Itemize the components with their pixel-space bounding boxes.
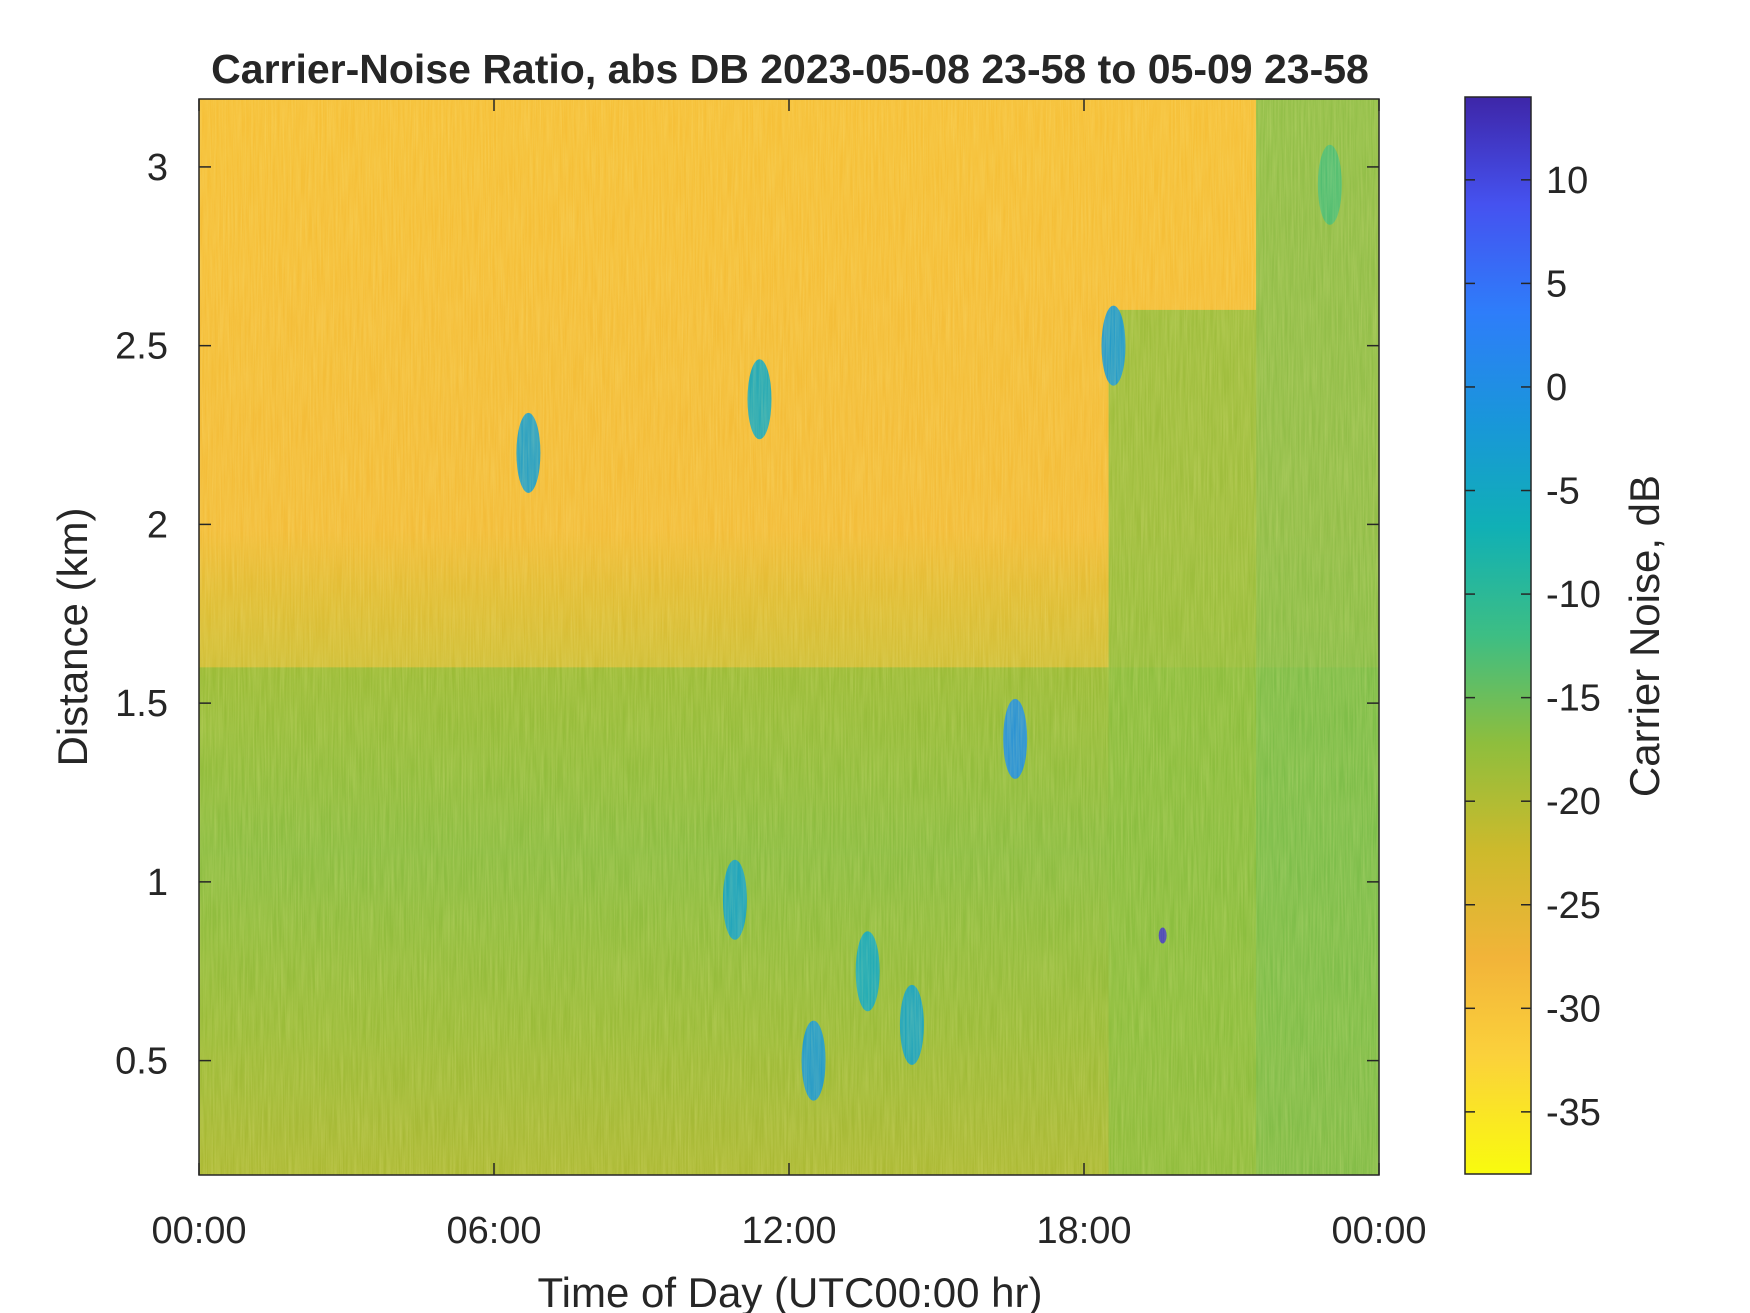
colorbar-label: Carrier Noise, dB [1621, 475, 1668, 797]
chart-title: Carrier-Noise Ratio, abs DB 2023-05-08 2… [211, 46, 1369, 92]
heatmap-noise [199, 99, 1379, 1175]
colorbar-tick-label: -5 [1546, 471, 1580, 513]
colorbar-tick-label: -35 [1546, 1092, 1601, 1134]
x-tick-label: 00:00 [1331, 1210, 1426, 1252]
x-axis-label: Time of Day (UTC00:00 hr) [538, 1269, 1043, 1313]
colorbar-tick-label: -10 [1546, 574, 1601, 616]
colorbar-tick-label: -20 [1546, 781, 1601, 823]
colorbar-tick-label: 5 [1546, 263, 1567, 305]
y-axis-label: Distance (km) [49, 507, 96, 766]
y-tick-label: 0.5 [115, 1041, 168, 1083]
colorbar-tick-label: 0 [1546, 367, 1567, 409]
y-tick-label: 2 [147, 504, 168, 546]
y-tick-label: 2.5 [115, 326, 168, 368]
colorbar-tick-label: -30 [1546, 988, 1601, 1030]
heatmap-plot-area [199, 99, 1379, 1175]
y-tick-label: 1 [147, 862, 168, 904]
y-tick-label: 3 [147, 147, 168, 189]
x-tick-label: 00:00 [151, 1210, 246, 1252]
colorbar-tick-label: -15 [1546, 678, 1601, 720]
colorbar [1464, 96, 1532, 1175]
x-tick-label: 18:00 [1036, 1210, 1131, 1252]
colorbar-tick-label: -25 [1546, 885, 1601, 927]
x-tick-label: 12:00 [741, 1210, 836, 1252]
y-tick-label: 1.5 [115, 683, 168, 725]
x-axis: 00:00 06:00 12:00 18:00 00:00 [151, 99, 1427, 1252]
colorbar-tick-label: 10 [1546, 160, 1588, 202]
y-axis: 0.5 1 1.5 2 2.5 3 [115, 147, 1379, 1083]
x-tick-label: 06:00 [446, 1210, 541, 1252]
colorbar-axis: 10 5 0 -5 -10 -15 -20 -25 -30 -35 [1465, 160, 1601, 1134]
